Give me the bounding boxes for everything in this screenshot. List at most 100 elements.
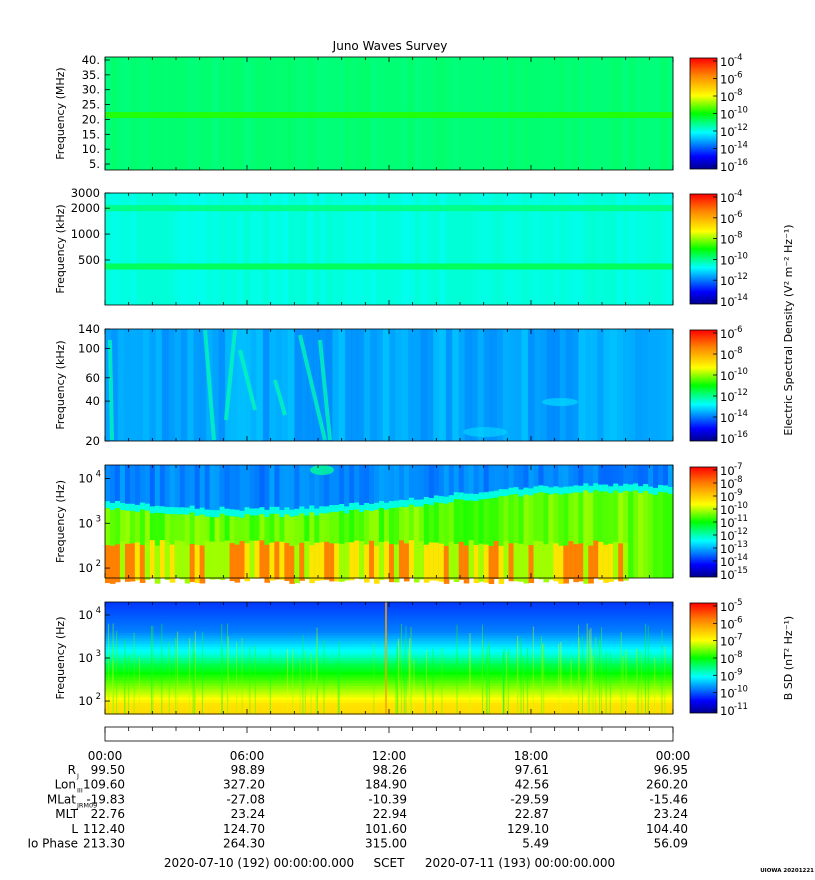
spectrogram-column	[164, 507, 171, 515]
y-tick-label: 100	[78, 341, 100, 355]
spectrogram-texture	[647, 329, 655, 441]
spectrogram-column	[618, 485, 624, 493]
colorbar-tick-label: 10	[720, 432, 735, 446]
colorbar-tick-exponent: -5	[734, 598, 742, 608]
spectrogram-texture	[515, 193, 523, 305]
colorbar-tick-label: 10	[720, 652, 735, 666]
spectrogram-column	[339, 465, 345, 507]
spectrogram-column	[548, 541, 555, 580]
ephemeris-value: 124.70	[223, 822, 265, 836]
spectrogram-texture	[376, 329, 384, 441]
spectrogram-column	[538, 541, 545, 580]
spectrogram-column	[438, 543, 445, 582]
ephemeris-value: -15.46	[649, 792, 688, 806]
spectrogram-column	[408, 465, 415, 501]
spectrogram-column	[443, 545, 450, 584]
colorbar-tick-exponent: -9	[734, 488, 742, 498]
spectrogram-column	[543, 493, 550, 578]
spectrogram-column	[493, 490, 500, 498]
spectrogram-column	[359, 505, 365, 513]
spectrogram-column	[513, 465, 520, 491]
spectrogram-column	[105, 508, 111, 578]
spectrogram-texture	[635, 329, 643, 441]
spectrogram-column	[393, 465, 400, 504]
spectrogram-column	[478, 492, 485, 500]
spectrogram-column	[418, 499, 425, 507]
spectrogram-column	[638, 486, 644, 494]
spectrogram-column	[483, 492, 490, 500]
spectrogram-column	[284, 507, 290, 515]
spectrogram-column	[393, 500, 400, 508]
spectrogram-row	[105, 686, 673, 690]
spectrogram-column	[458, 499, 465, 578]
spectrogram-column	[109, 545, 116, 584]
colorbar-tick-exponent: -8	[734, 231, 742, 241]
y-tick-label: 10	[78, 516, 93, 530]
spectrogram-column	[458, 492, 465, 500]
spectrogram-column	[234, 509, 241, 517]
y-axis-label: Frequency (Hz)	[54, 480, 67, 563]
spectrogram-column	[344, 506, 350, 514]
colorbar-tick-exponent: -12	[734, 527, 748, 537]
spectrogram-column	[199, 465, 206, 511]
spectrogram-row	[105, 702, 673, 707]
spectrogram-column	[194, 544, 201, 583]
spectrogram-texture	[117, 193, 125, 305]
spectrogram-column	[344, 465, 350, 510]
spectrogram-column	[538, 485, 545, 493]
spectrogram-column	[593, 483, 599, 491]
colorbar-tick-exponent: -10	[734, 501, 748, 511]
spectrogram-column	[558, 465, 564, 491]
spectrogram-column	[354, 465, 360, 506]
spectrogram-texture	[351, 329, 359, 441]
spectrogram-column	[393, 507, 400, 578]
spectrogram-column	[144, 465, 151, 507]
spectrogram-column	[289, 545, 295, 584]
spectrogram-column	[105, 501, 111, 509]
ephemeris-label-subscript: JRM09	[76, 801, 97, 809]
spectrogram-column	[259, 465, 266, 511]
spectrogram-row	[105, 674, 673, 679]
spectrogram-texture	[111, 193, 119, 305]
spectrogram-column	[174, 465, 181, 511]
spectrogram-column	[279, 509, 285, 517]
spectrogram-column	[533, 465, 540, 490]
spectrogram-column	[274, 465, 280, 510]
spectrogram-column	[324, 465, 330, 510]
spectrogram-column	[598, 484, 604, 492]
spectrogram-column	[443, 496, 450, 504]
spectrogram-column	[129, 465, 136, 507]
spectrogram-3	[105, 329, 674, 441]
spectrogram-texture	[635, 193, 643, 305]
spectrogram-texture	[130, 329, 138, 441]
footer-start-time: 2020-07-10 (192) 00:00:00.000	[164, 856, 354, 870]
spectrogram-column	[329, 543, 335, 582]
spectrogram-column	[623, 465, 629, 487]
y-tick-label: 25.	[82, 98, 100, 112]
spectrogram-row	[105, 610, 673, 614]
spectrogram-column	[124, 503, 131, 511]
spectrogram-column	[144, 503, 151, 511]
spectrogram-texture	[496, 329, 504, 441]
spectrogram-column	[433, 465, 440, 499]
spectrogram-column	[423, 465, 430, 501]
spectrogram-column	[483, 465, 490, 496]
spectrogram-texture	[155, 329, 163, 441]
spectrogram-texture	[559, 193, 567, 305]
spectrogram-column	[364, 503, 370, 511]
spectrogram-column	[503, 489, 510, 497]
ephemeris-value: 104.40	[646, 822, 688, 836]
spectrogram-column	[204, 465, 211, 513]
spectrogram-texture	[584, 329, 592, 441]
spectrogram-column	[498, 489, 505, 497]
spectrogram-texture	[426, 193, 434, 305]
burst-streak	[224, 329, 237, 421]
spectrogram-column	[663, 485, 669, 493]
spectrogram-column	[563, 493, 569, 578]
colorbar-tick-exponent: -6	[734, 71, 742, 81]
spectrogram-texture	[168, 329, 176, 441]
spectrogram-column	[478, 543, 485, 582]
spectrogram-texture	[161, 329, 169, 441]
colorbar-tick-label: 10	[720, 464, 735, 478]
